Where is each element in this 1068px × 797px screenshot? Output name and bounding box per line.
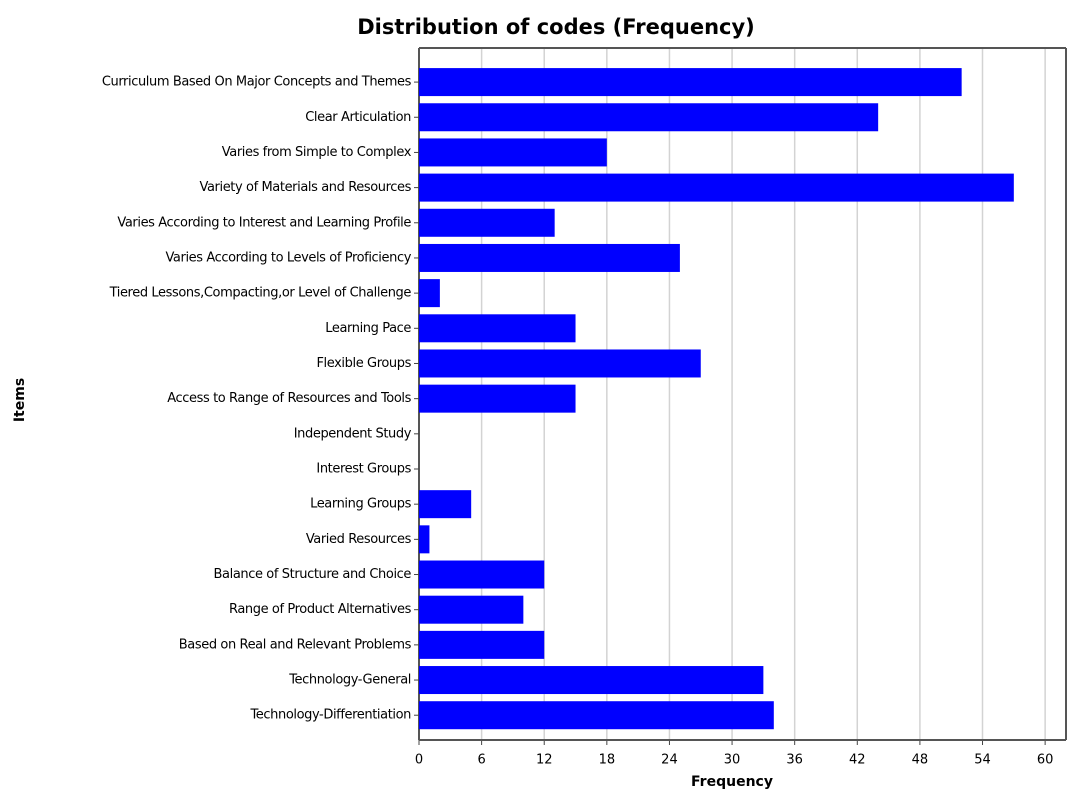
x-tick-label: 0 xyxy=(415,753,423,768)
x-axis-label: Frequency xyxy=(691,774,773,790)
bar xyxy=(419,630,545,659)
bar xyxy=(419,595,524,624)
x-tick-label: 60 xyxy=(1037,753,1054,768)
y-tick-label: Varies from Simple to Complex xyxy=(222,145,412,160)
bar xyxy=(419,384,576,413)
y-tick-label: Flexible Groups xyxy=(316,356,411,371)
y-axis-label: Items xyxy=(12,378,28,422)
y-tick-label: Interest Groups xyxy=(316,461,411,476)
bar xyxy=(419,560,545,589)
bar xyxy=(419,138,607,167)
y-tick-label: Range of Product Alternatives xyxy=(229,602,412,617)
bar xyxy=(419,349,701,378)
bar xyxy=(419,243,680,272)
bar xyxy=(419,103,879,132)
chart-title: Distribution of codes (Frequency) xyxy=(357,15,755,39)
x-tick-label: 18 xyxy=(599,753,616,768)
y-tick-label: Technology-Differentiation xyxy=(249,708,411,723)
bar xyxy=(419,490,472,519)
x-tick-label: 30 xyxy=(724,753,741,768)
y-tick-label: Variety of Materials and Resources xyxy=(200,180,412,195)
y-tick-label: Curriculum Based On Major Concepts and T… xyxy=(102,75,412,90)
x-tick-label: 6 xyxy=(477,753,485,768)
bar xyxy=(419,666,764,695)
y-tick-label: Technology-General xyxy=(288,673,411,688)
y-tick-label: Balance of Structure and Choice xyxy=(214,567,412,582)
y-tick-label: Access to Range of Resources and Tools xyxy=(167,391,411,406)
y-tick-label: Varied Resources xyxy=(306,532,412,547)
x-tick-label: 54 xyxy=(974,753,991,768)
y-tick-label: Clear Articulation xyxy=(305,110,411,125)
y-tick-label: Tiered Lessons,Compacting,or Level of Ch… xyxy=(109,286,412,301)
bar xyxy=(419,525,430,554)
bar xyxy=(419,701,774,730)
bar xyxy=(419,279,440,308)
bar xyxy=(419,314,576,343)
x-tick-label: 48 xyxy=(912,753,929,768)
y-tick-label: Independent Study xyxy=(294,426,412,441)
bar xyxy=(419,68,962,97)
y-tick-label: Learning Groups xyxy=(310,497,412,512)
y-tick-label: Varies According to Levels of Proficienc… xyxy=(165,250,411,265)
y-tick-label: Varies According to Interest and Learnin… xyxy=(117,215,411,230)
x-tick-label: 42 xyxy=(849,753,866,768)
bar xyxy=(419,173,1014,202)
x-tick-label: 36 xyxy=(786,753,803,768)
y-tick-label: Learning Pace xyxy=(325,321,411,336)
x-tick-label: 24 xyxy=(661,753,678,768)
bar xyxy=(419,208,555,237)
y-tick-label: Based on Real and Relevant Problems xyxy=(179,637,412,652)
x-tick-label: 12 xyxy=(536,753,553,768)
